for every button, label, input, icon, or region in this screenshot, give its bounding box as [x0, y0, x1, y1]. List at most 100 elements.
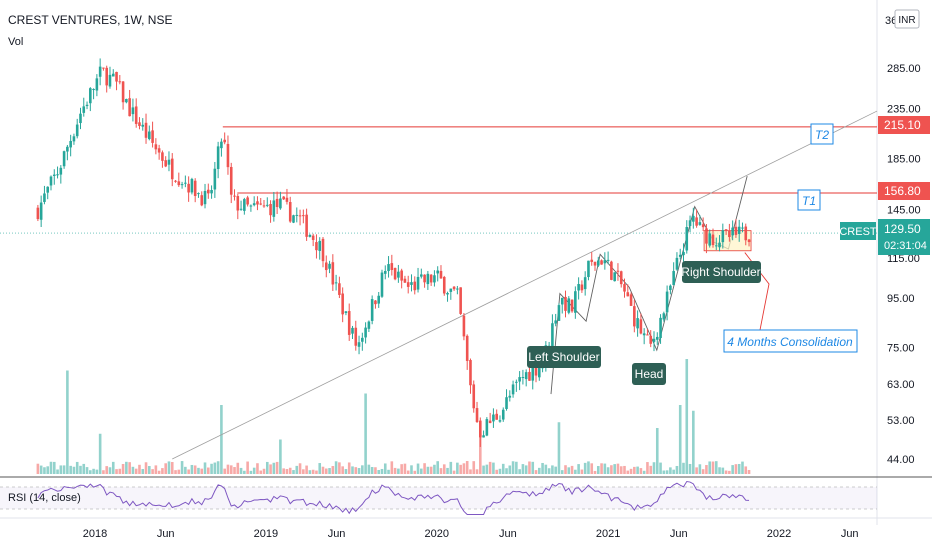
- candle-body-177: [616, 270, 620, 272]
- candle-body-117: [420, 274, 423, 277]
- currency-badge[interactable]: [894, 9, 920, 29]
- candle-body-128: [456, 288, 459, 290]
- price-tick-4: 115.00: [887, 253, 920, 265]
- volume-bar-108: [390, 461, 394, 474]
- candle-body-135: [479, 420, 482, 438]
- candle-body-140: [495, 413, 498, 420]
- candle-body-162: [567, 298, 571, 313]
- candle-body-147: [518, 377, 521, 382]
- volume-bar-159: [557, 422, 561, 474]
- time-tick-9: Jun: [841, 528, 859, 540]
- volume-bar-23: [111, 461, 115, 474]
- candle-body-180: [626, 292, 630, 297]
- resistance-tag-t2: [878, 116, 930, 134]
- volume-bar-212: [731, 465, 734, 474]
- volume-bar-177: [616, 463, 620, 474]
- volume-bar-158: [554, 466, 557, 474]
- candle-body-7: [59, 167, 63, 175]
- volume-bar-26: [121, 463, 125, 474]
- price-tick-1: 235.00: [887, 103, 921, 115]
- candle-body-216: [744, 226, 748, 241]
- candle-body-62: [239, 208, 243, 210]
- volume-bar-145: [511, 461, 515, 474]
- volume-bar-124: [442, 464, 446, 474]
- rsi-label: RSI (14, close): [8, 492, 81, 504]
- candle-body-120: [429, 274, 433, 283]
- candle-body-76: [285, 197, 289, 202]
- candle-body-172: [600, 260, 603, 265]
- volume-bar-41: [170, 462, 174, 474]
- candle-body-111: [400, 270, 403, 281]
- candle-body-193: [669, 285, 672, 291]
- t1-box: [797, 189, 821, 211]
- candle-body-89: [328, 263, 331, 269]
- candle-body-43: [177, 181, 181, 186]
- candle-body-96: [351, 327, 354, 334]
- candle-body-58: [226, 143, 230, 168]
- volume-bar-125: [446, 467, 449, 474]
- candle-body-68: [259, 203, 263, 205]
- volume-bar-5: [52, 461, 56, 474]
- candle-body-42: [174, 180, 177, 182]
- candle-body-73: [275, 198, 279, 208]
- volume-bar-186: [646, 462, 649, 474]
- volume-bar-176: [613, 464, 616, 474]
- rsi-line: [37, 480, 750, 515]
- volume-bar-54: [213, 462, 217, 474]
- volume-bar-51: [203, 462, 207, 474]
- volume-bar-160: [560, 470, 564, 474]
- candle-body-124: [442, 276, 446, 294]
- volume-bar-112: [403, 463, 407, 474]
- volume-bar-127: [452, 470, 456, 474]
- volume-bar-144: [508, 465, 512, 474]
- volume-bar-190: [659, 462, 662, 474]
- volume-bar-194: [672, 469, 675, 474]
- candle-body-123: [439, 270, 443, 279]
- candle-body-152: [534, 365, 538, 376]
- volume-bar-123: [439, 468, 443, 474]
- candle-body-44: [180, 184, 184, 186]
- volume-bar-78: [292, 470, 295, 474]
- candle-body-59: [229, 166, 233, 195]
- volume-bar-80: [298, 463, 302, 474]
- candle-body-113: [406, 282, 410, 287]
- volume-bar-66: [252, 467, 256, 474]
- t2-label: T2: [815, 128, 829, 142]
- volume-bar-167: [583, 462, 587, 474]
- volume-bar-129: [459, 464, 462, 474]
- right-shoulder-badge: [682, 261, 761, 283]
- left-shoulder-label: Left Shoulder: [528, 350, 599, 364]
- candle-body-105: [380, 272, 384, 297]
- volume-bar-201: [695, 467, 698, 474]
- candle-body-183: [636, 318, 639, 329]
- volume-bar-103: [374, 467, 377, 474]
- volume-bar-39: [164, 463, 167, 474]
- volume-bar-211: [728, 470, 731, 474]
- volume-bar-16: [89, 470, 92, 474]
- volume-bar-47: [190, 464, 194, 474]
- volume-bar-206: [711, 461, 715, 474]
- candle-body-126: [449, 288, 453, 292]
- volume-bar-75: [282, 468, 285, 474]
- candle-body-48: [193, 180, 197, 196]
- candle-body-144: [508, 395, 512, 398]
- volume-bar-215: [741, 461, 744, 474]
- volume-bar-61: [236, 462, 240, 474]
- candle-body-30: [134, 106, 138, 124]
- candle-body-191: [662, 313, 666, 320]
- candle-body-112: [403, 278, 407, 283]
- volume-bar-114: [410, 465, 413, 474]
- volume-bar-204: [705, 465, 708, 474]
- resistance-tag-t2-text: 215.10: [884, 118, 921, 132]
- candle-body-11: [72, 136, 76, 142]
- volume-bar-8: [62, 465, 66, 474]
- candle-body-17: [92, 89, 95, 91]
- volume-bar-21: [105, 466, 109, 474]
- volume-bar-81: [302, 469, 305, 474]
- candle-body-14: [82, 106, 86, 113]
- volume-bar-217: [747, 469, 751, 474]
- volume-bar-96: [351, 466, 354, 474]
- volume-bar-40: [167, 461, 171, 474]
- candle-body-192: [665, 291, 669, 313]
